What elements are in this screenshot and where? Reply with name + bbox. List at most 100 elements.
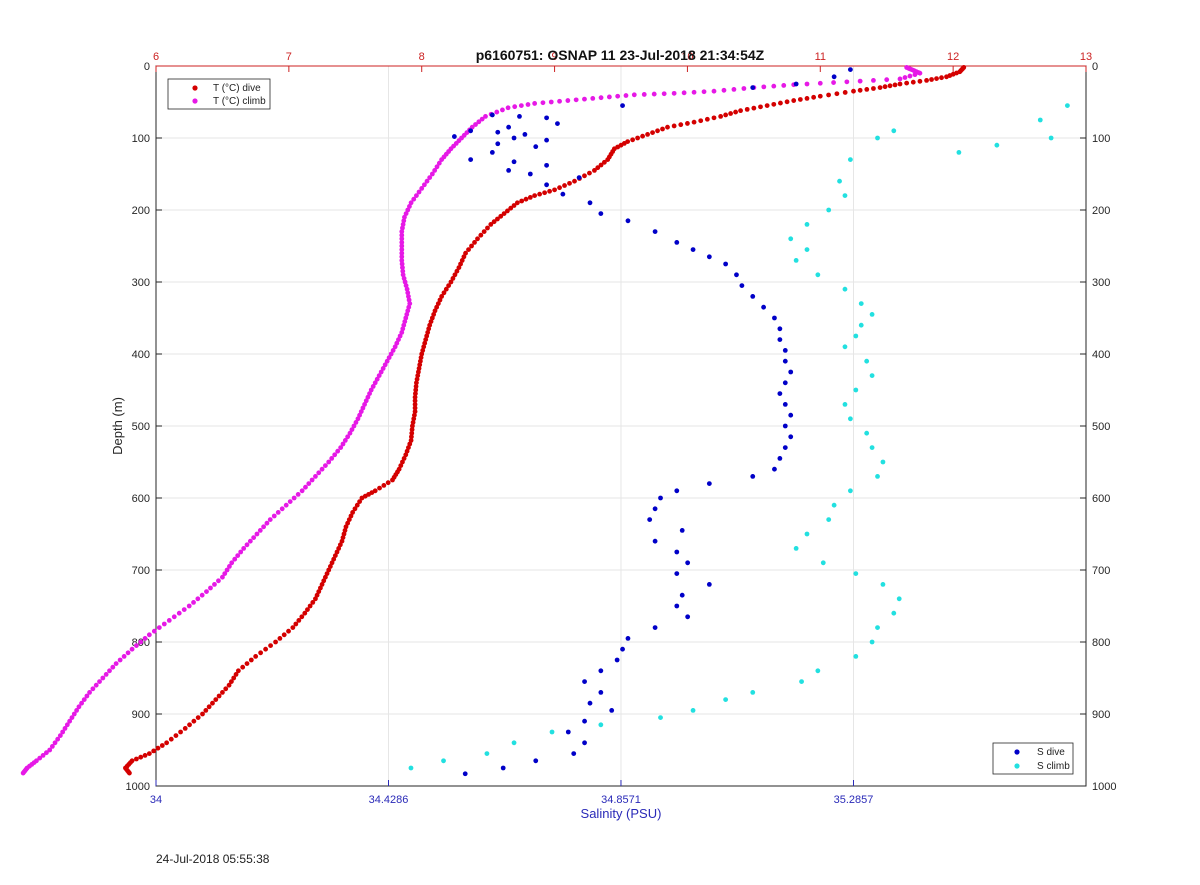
data-point-s-dive (690, 247, 696, 253)
data-point-t-c-climb (907, 73, 913, 79)
data-point-t-c-dive (417, 358, 423, 364)
data-point-s-climb (956, 150, 962, 155)
data-point-s-dive (674, 240, 680, 245)
data-point-s-dive (777, 337, 783, 342)
x-tick-label-bottom: 34 (150, 794, 162, 806)
data-point-t-c-climb (238, 549, 244, 555)
data-point-t-c-dive (426, 326, 432, 332)
data-point-t-c-dive (411, 416, 417, 422)
data-point-t-c-dive (655, 128, 660, 134)
data-point-t-c-dive (390, 477, 395, 483)
data-point-t-c-dive (332, 553, 338, 558)
data-point-t-c-climb (275, 510, 281, 515)
data-point-t-c-climb (429, 171, 435, 177)
data-point-t-c-climb (505, 105, 511, 111)
data-point-t-c-climb (100, 675, 106, 681)
data-point-t-c-dive (728, 111, 734, 116)
data-point-s-climb (842, 344, 848, 350)
data-point-t-c-climb (631, 92, 637, 98)
data-point-s-climb (804, 222, 810, 227)
data-point-t-c-dive (253, 654, 259, 659)
data-point-t-c-dive (434, 304, 440, 310)
data-point-t-c-dive (354, 502, 360, 508)
data-point-t-c-dive (324, 571, 330, 576)
y-tick-label-left: 400 (132, 349, 150, 361)
data-point-t-c-climb (557, 98, 562, 104)
data-point-t-c-climb (405, 290, 411, 296)
data-point-t-c-dive (216, 693, 222, 699)
data-point-t-c-dive (733, 109, 738, 115)
data-point-t-c-climb (146, 632, 152, 638)
data-point-t-c-dive (456, 265, 462, 270)
data-point-t-c-dive (458, 261, 463, 267)
data-point-t-c-dive (412, 398, 418, 404)
data-point-t-c-dive (200, 711, 205, 717)
data-point-t-c-dive (892, 82, 898, 88)
series-s-climb (408, 103, 1070, 771)
data-point-t-c-climb (681, 90, 687, 96)
data-point-t-c-dive (155, 745, 161, 751)
data-point-t-c-dive (454, 268, 460, 274)
data-point-t-c-dive (345, 520, 351, 526)
data-point-t-c-climb (400, 222, 406, 227)
data-point-t-c-dive (334, 549, 340, 555)
x-tick-label-bottom: 35.2857 (834, 794, 874, 806)
data-point-s-climb (875, 474, 880, 479)
data-point-t-c-climb (399, 240, 405, 245)
data-point-t-c-climb (403, 211, 409, 217)
data-point-s-climb (658, 715, 663, 720)
data-point-s-dive (582, 679, 587, 684)
data-point-t-c-climb (191, 600, 196, 605)
series-t-c-dive (123, 65, 967, 776)
data-point-t-c-climb (382, 362, 388, 368)
data-point-t-c-climb (573, 97, 579, 103)
data-point-s-dive (560, 191, 566, 197)
data-point-s-climb (793, 258, 799, 263)
data-point-t-c-climb (113, 661, 119, 666)
data-point-s-dive (614, 657, 620, 663)
data-point-s-climb (847, 157, 853, 163)
data-point-t-c-dive (203, 708, 209, 713)
data-point-t-c-climb (166, 618, 172, 623)
data-point-t-c-dive (258, 650, 264, 656)
data-point-t-c-climb (721, 87, 727, 93)
data-point-t-c-dive (281, 632, 287, 638)
data-point-t-c-dive (439, 294, 445, 299)
data-point-t-c-climb (416, 189, 422, 195)
data-point-t-c-climb (378, 369, 384, 375)
data-point-t-c-climb (399, 261, 405, 267)
data-point-t-c-dive (331, 556, 337, 562)
data-point-t-c-climb (427, 175, 433, 181)
data-point-t-c-climb (397, 333, 403, 339)
data-point-t-c-climb (329, 456, 335, 461)
data-point-s-dive (533, 758, 539, 764)
data-point-t-c-dive (723, 112, 729, 118)
data-point-t-c-dive (505, 208, 510, 214)
data-point-s-climb (804, 531, 810, 537)
data-point-s-dive (782, 348, 788, 353)
data-point-t-c-dive (412, 402, 418, 407)
data-point-t-c-climb (403, 315, 409, 321)
data-point-t-c-dive (758, 104, 763, 110)
data-point-s-dive (506, 168, 512, 173)
y-tick-label-right: 700 (1092, 565, 1110, 577)
data-point-t-c-climb (342, 438, 348, 443)
data-points (20, 65, 1070, 777)
y-tick-label-right: 100 (1092, 133, 1110, 145)
data-point-t-c-climb (651, 91, 657, 97)
data-point-t-c-dive (407, 441, 413, 447)
data-point-t-c-dive (432, 308, 438, 314)
data-point-t-c-dive (182, 726, 188, 731)
data-point-t-c-dive (527, 195, 533, 200)
data-point-t-c-dive (273, 639, 278, 645)
data-point-t-c-dive (416, 366, 422, 371)
data-point-t-c-dive (409, 430, 415, 436)
legend-temperature-box (167, 78, 271, 110)
data-point-t-c-dive (472, 240, 477, 245)
data-point-t-c-climb (303, 484, 308, 490)
data-point-s-climb (788, 236, 794, 242)
data-point-t-c-climb (121, 654, 127, 659)
data-point-t-c-dive (403, 452, 409, 458)
data-point-t-c-climb (93, 682, 99, 688)
